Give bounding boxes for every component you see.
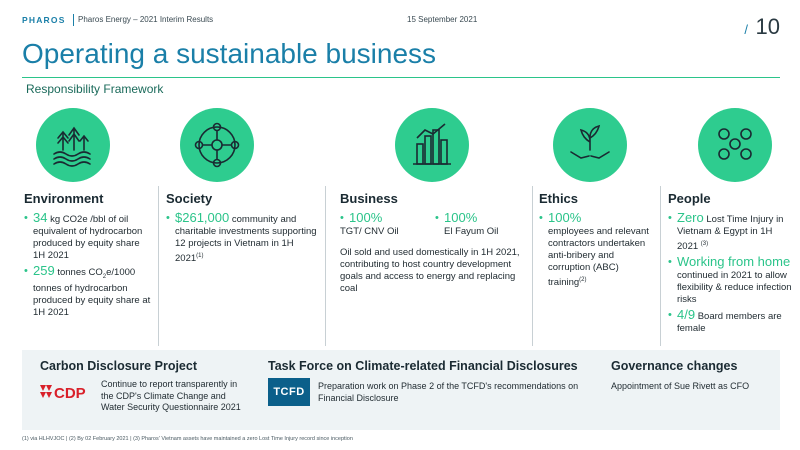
society-icon bbox=[180, 108, 254, 182]
people-value: 4/9 bbox=[677, 307, 696, 323]
page-title: Operating a sustainable business bbox=[22, 38, 437, 69]
emission-text: kg CO2e /bbl of oil equivalent of hydroc… bbox=[33, 214, 143, 261]
page-number: 10 bbox=[755, 14, 780, 39]
header-divider bbox=[73, 14, 74, 26]
cdp-logo: CDP bbox=[38, 381, 96, 403]
disclosure-band bbox=[22, 350, 780, 430]
bullet-dot: • bbox=[166, 212, 170, 224]
governance-text: Appointment of Sue Rivett as CFO bbox=[611, 381, 750, 391]
training-value: 100% bbox=[548, 210, 582, 225]
metric-label: El Fayum Oil bbox=[444, 226, 499, 237]
emission-value: 34 bbox=[33, 210, 48, 225]
emission-value: 259 bbox=[33, 263, 55, 278]
society-heading: Society bbox=[166, 191, 213, 206]
environment-bullet: • 259 tonnes CO2e/1000 tonnes of hydroca… bbox=[24, 263, 152, 319]
ethics-bullet: • 100% employees and relevant contractor… bbox=[539, 210, 651, 289]
column-divider bbox=[532, 186, 533, 346]
environment-column: Environment • 34 kg CO2e /bbl of oil equ… bbox=[24, 191, 152, 319]
bullet-dot: • bbox=[668, 309, 672, 322]
subscript: 2 bbox=[102, 273, 107, 280]
people-icon bbox=[698, 108, 772, 182]
environment-icon bbox=[36, 108, 110, 182]
metric-value: 100% bbox=[349, 210, 383, 225]
business-icon bbox=[395, 108, 469, 182]
emission-text: e/1000 tonnes of hydrocarbon produced by… bbox=[33, 267, 151, 318]
people-value: Zero bbox=[677, 210, 704, 225]
society-column: Society • $261,000 community and charita… bbox=[166, 191, 318, 265]
footnote-ref: (1) bbox=[196, 253, 204, 259]
cdp-heading: Carbon Disclosure Project bbox=[40, 359, 197, 373]
environment-bullet: • 34 kg CO2e /bbl of oil equivalent of h… bbox=[24, 210, 152, 262]
column-divider bbox=[325, 186, 326, 346]
header-bar: PHAROS Pharos Energy – 2021 Interim Resu… bbox=[22, 14, 780, 39]
business-metric: • 100% El Fayum Oil bbox=[435, 210, 525, 238]
page-slash: / bbox=[744, 22, 748, 37]
people-heading: People bbox=[668, 191, 711, 206]
footnote-ref: (2) bbox=[579, 277, 587, 283]
people-bullet: • 4/9 Board members are female bbox=[668, 307, 792, 335]
bullet-dot: • bbox=[668, 256, 672, 269]
metric-label: TGT/ CNV Oil bbox=[340, 226, 399, 237]
tcfd-heading: Task Force on Climate-related Financial … bbox=[268, 359, 578, 373]
ethics-heading: Ethics bbox=[539, 191, 579, 206]
people-bullet: • Zero Lost Time Injury in Vietnam & Egy… bbox=[668, 210, 792, 253]
people-text: Lost Time Injury in Vietnam & Egypt in 1… bbox=[677, 214, 784, 253]
tcfd-text: Preparation work on Phase 2 of the TCFD'… bbox=[318, 381, 579, 403]
bullet-dot: • bbox=[539, 212, 543, 224]
footnote-ref: (3) bbox=[700, 241, 709, 247]
header-date: 15 September 2021 bbox=[407, 15, 478, 24]
environment-heading: Environment bbox=[24, 191, 104, 206]
people-column: People • Zero Lost Time Injury in Vietna… bbox=[668, 191, 792, 335]
society-bullet: • $261,000 community and charitable inve… bbox=[166, 210, 318, 265]
people-value: Working from home bbox=[677, 254, 791, 270]
header-subtitle: Pharos Energy – 2021 Interim Results bbox=[78, 15, 214, 24]
bullet-dot: • bbox=[340, 212, 344, 224]
column-divider bbox=[660, 186, 661, 346]
people-text: Board members are female bbox=[677, 311, 782, 335]
bullet-dot: • bbox=[24, 212, 28, 224]
training-text: employees and relevant contractors under… bbox=[548, 226, 649, 289]
pharos-logo: PHAROS bbox=[22, 15, 66, 25]
section-label: Responsibility Framework bbox=[26, 82, 164, 96]
column-divider bbox=[158, 186, 159, 346]
people-bullet: • Working from home continued in 2021 to… bbox=[668, 254, 792, 306]
governance-heading: Governance changes bbox=[611, 359, 738, 373]
business-metric: • 100% TGT/ CNV Oil bbox=[340, 210, 430, 238]
ethics-column: Ethics • 100% employees and relevant con… bbox=[539, 191, 651, 289]
bullet-dot: • bbox=[668, 212, 672, 224]
bullet-dot: • bbox=[24, 265, 28, 277]
footnotes: (1) via HLHVJOC | (2) By 02 February 202… bbox=[22, 436, 353, 442]
business-column: Business • 100% TGT/ CNV Oil • 100% El F… bbox=[340, 191, 528, 295]
metric-value: 100% bbox=[444, 210, 478, 225]
business-metrics: • 100% TGT/ CNV Oil • 100% El Fayum Oil bbox=[340, 209, 528, 241]
emission-text: tonnes CO bbox=[54, 267, 103, 278]
bullet-dot: • bbox=[435, 212, 439, 224]
tcfd-logo: TCFD bbox=[268, 378, 310, 406]
investment-value: $261,000 bbox=[175, 210, 230, 225]
investment-text: community and charitable investments sup… bbox=[175, 214, 317, 265]
people-text: continued in 2021 to allow flexibility &… bbox=[677, 270, 792, 306]
title-divider bbox=[22, 77, 780, 78]
cdp-logo-text: CDP bbox=[54, 385, 86, 402]
cdp-text: Continue to report transparently in the … bbox=[101, 379, 241, 412]
business-description: Oil sold and used domestically in 1H 202… bbox=[340, 247, 520, 294]
business-heading: Business bbox=[340, 191, 398, 206]
ethics-icon bbox=[553, 108, 627, 182]
